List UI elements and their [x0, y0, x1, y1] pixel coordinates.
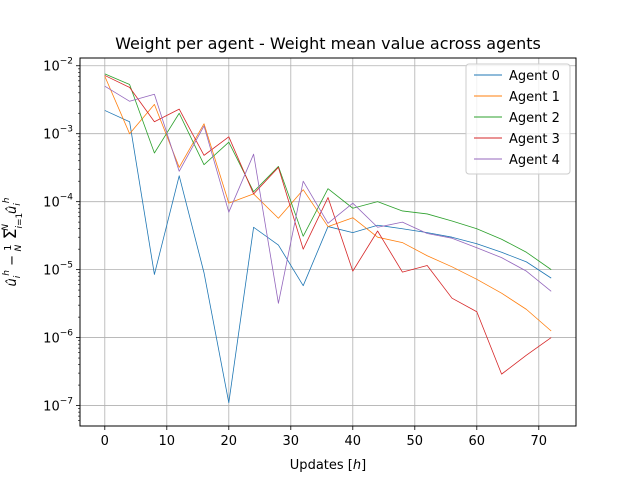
y-tick-label: 10−2: [43, 57, 73, 75]
y-tick-label: 10−3: [43, 125, 73, 143]
legend-label: Agent 2: [509, 111, 560, 126]
y-tick-label: 10−6: [43, 329, 73, 347]
x-axis-label: Updates [h]: [290, 458, 366, 473]
x-tick-label: 20: [221, 434, 238, 449]
series-line-agent-4: [104, 85, 552, 304]
y-axis: 10−7 10−6 10−5 10−4 10−3 10−2: [43, 57, 80, 421]
x-tick-label: 40: [345, 434, 362, 449]
legend-label: Agent 3: [509, 132, 560, 147]
x-tick-label: 30: [283, 434, 300, 449]
legend: Agent 0 Agent 1 Agent 2 Agent 3 Agent 4: [465, 63, 571, 175]
x-tick-label: 0: [101, 434, 109, 449]
y-tick-label: 10−7: [43, 397, 73, 415]
series-line-agent-1: [104, 76, 552, 332]
legend-box: [465, 63, 571, 175]
x-tick-label: 60: [469, 434, 486, 449]
series-line-agent-2: [104, 73, 552, 270]
series-lines: [104, 73, 552, 404]
series-line-agent-3: [104, 75, 552, 375]
plot-frame: [79, 57, 577, 427]
chart-title: Weight per agent - Weight mean value acr…: [115, 34, 541, 53]
svg-text:ûih − 1N Σi=1Nûih: ûih − 1N Σi=1Nûih: [1, 197, 25, 286]
legend-label: Agent 0: [509, 69, 560, 84]
y-tick-label: 10−4: [43, 193, 73, 211]
y-axis-label: ûih − 1N Σi=1Nûih: [1, 197, 25, 286]
y-tick-label: 10−5: [43, 261, 73, 279]
x-tick-label: 50: [407, 434, 424, 449]
legend-label: Agent 1: [509, 90, 560, 105]
x-tick-label: 70: [531, 434, 548, 449]
x-axis: 0 10 20 30 40 50 60 70: [101, 426, 547, 449]
x-tick-label: 10: [159, 434, 176, 449]
legend-label: Agent 4: [509, 153, 560, 168]
